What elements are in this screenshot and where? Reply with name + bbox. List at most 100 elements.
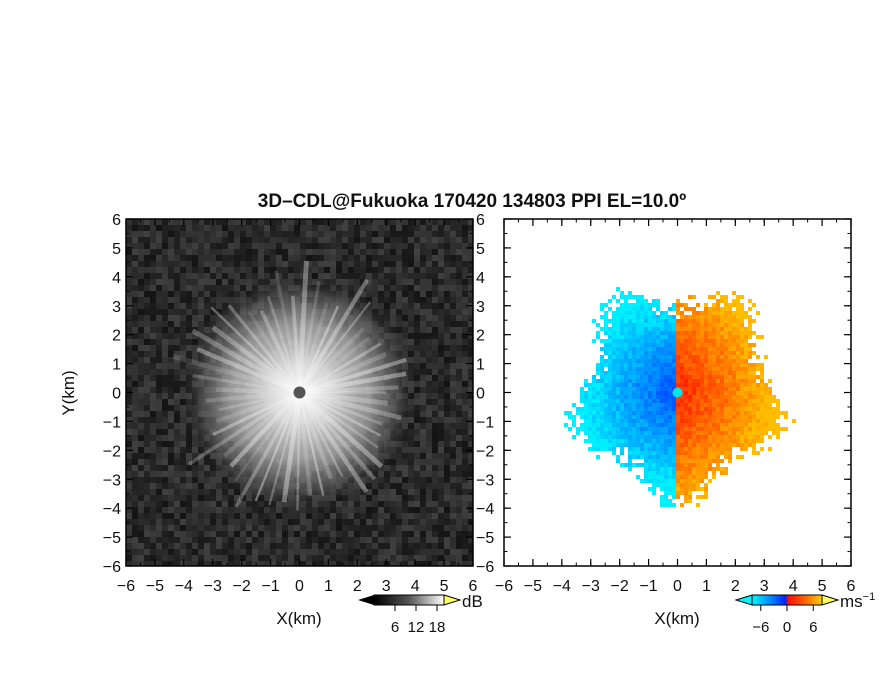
noise-cell [144, 279, 150, 285]
velocity-cell [760, 415, 764, 419]
noise-cell [408, 429, 414, 435]
velocity-cell [664, 407, 668, 411]
velocity-cell [632, 339, 636, 343]
noise-cell [306, 543, 312, 549]
noise-cell [144, 531, 150, 537]
velocity-cell [632, 343, 636, 347]
noise-cell [156, 393, 162, 399]
velocity-cell [740, 423, 744, 427]
noise-cell [456, 357, 462, 363]
noise-cell [258, 273, 264, 279]
velocity-cell [672, 319, 676, 323]
velocity-cell [664, 363, 668, 367]
noise-cell [216, 291, 222, 297]
velocity-cell [744, 335, 748, 339]
noise-cell [186, 543, 192, 549]
noise-cell [168, 375, 174, 381]
noise-cell [456, 471, 462, 477]
noise-cell [210, 267, 216, 273]
velocity-cell [684, 371, 688, 375]
velocity-cell [748, 363, 752, 367]
velocity-cell [668, 399, 672, 403]
noise-cell [426, 231, 432, 237]
noise-cell [216, 261, 222, 267]
noise-cell [426, 549, 432, 555]
velocity-cell [692, 327, 696, 331]
velocity-cell [692, 311, 696, 315]
noise-cell [408, 285, 414, 291]
velocity-cell [620, 355, 624, 359]
noise-cell [426, 495, 432, 501]
noise-cell [300, 261, 306, 267]
noise-cell [450, 405, 456, 411]
noise-cell [420, 255, 426, 261]
noise-cell [126, 531, 132, 537]
velocity-cell [640, 311, 644, 315]
velocity-cell [680, 367, 684, 371]
noise-cell [432, 471, 438, 477]
velocity-cell [720, 407, 724, 411]
velocity-cell [736, 335, 740, 339]
noise-cell [312, 267, 318, 273]
noise-cell [468, 441, 473, 447]
noise-cell [282, 255, 288, 261]
noise-cell [312, 555, 318, 561]
noise-cell [222, 537, 228, 543]
noise-cell [180, 477, 186, 483]
noise-cell [468, 345, 473, 351]
noise-cell [258, 219, 264, 225]
velocity-cell [716, 415, 720, 419]
noise-cell [192, 483, 198, 489]
velocity-cell [676, 343, 680, 347]
noise-cell [414, 417, 420, 423]
velocity-cell [728, 391, 732, 395]
velocity-cell [652, 375, 656, 379]
noise-cell [420, 555, 426, 561]
velocity-cell [592, 407, 596, 411]
velocity-cell [716, 331, 720, 335]
velocity-cell [588, 387, 592, 391]
velocity-cell [620, 367, 624, 371]
velocity-cell [592, 319, 596, 323]
noise-cell [468, 297, 473, 303]
noise-cell [144, 471, 150, 477]
noise-cell [444, 333, 450, 339]
noise-cell [378, 279, 384, 285]
noise-cell [420, 543, 426, 549]
noise-cell [438, 357, 444, 363]
velocity-cell [656, 395, 660, 399]
echo-spoke [205, 390, 300, 403]
velocity-cell [708, 375, 712, 379]
noise-cell [246, 279, 252, 285]
noise-cell [204, 267, 210, 273]
noise-cell [354, 267, 360, 273]
velocity-cell [660, 379, 664, 383]
noise-cell [174, 351, 180, 357]
velocity-cell [692, 383, 696, 387]
noise-cell [468, 483, 473, 489]
noise-cell [336, 249, 342, 255]
velocity-cell [640, 395, 644, 399]
noise-cell [312, 261, 318, 267]
echo-spoke [298, 390, 402, 421]
noise-cell [384, 249, 390, 255]
x-tick-label: 0 [295, 578, 304, 595]
noise-cell [426, 465, 432, 471]
noise-cell [396, 291, 402, 297]
velocity-cell [696, 367, 700, 371]
velocity-cell [588, 395, 592, 399]
noise-cell [426, 225, 432, 231]
velocity-cell [592, 415, 596, 419]
noise-cell [156, 345, 162, 351]
noise-cell [468, 525, 473, 531]
noise-cell [144, 219, 150, 225]
velocity-cell [572, 419, 576, 423]
noise-cell [198, 291, 204, 297]
velocity-cell [704, 427, 708, 431]
noise-cell [168, 327, 174, 333]
velocity-cell [576, 427, 580, 431]
velocity-cell [764, 395, 768, 399]
velocity-cell [704, 303, 708, 307]
noise-cell [276, 525, 282, 531]
velocity-cell [640, 391, 644, 395]
